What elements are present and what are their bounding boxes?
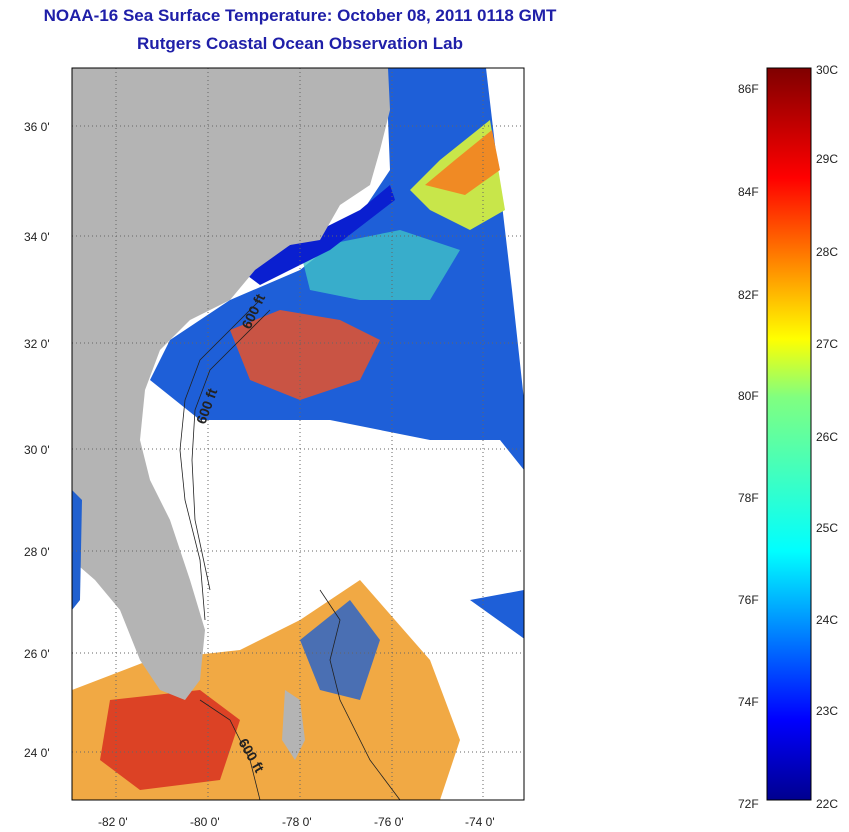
warm-patch-mid: [230, 310, 380, 400]
colorbar-f-label: 74F: [738, 695, 759, 709]
colorbar-c-label: 28C: [816, 245, 838, 259]
lon-tick-label: -80 0': [190, 815, 220, 829]
lat-tick-label: 34 0': [24, 230, 50, 244]
colorbar-f-label: 80F: [738, 389, 759, 403]
colorbar-c-label: 30C: [816, 63, 838, 77]
land-bahamas: [282, 690, 305, 760]
colorbar-f-label: 72F: [738, 797, 759, 811]
colorbar-f-label: 84F: [738, 185, 759, 199]
south-red: [100, 690, 240, 790]
colorbar-c-label: 29C: [816, 152, 838, 166]
colorbar-f-label: 86F: [738, 82, 759, 96]
lat-tick-label: 26 0': [24, 647, 50, 661]
lon-tick-label: -74 0': [465, 815, 495, 829]
chart-title: NOAA-16 Sea Surface Temperature: October…: [43, 6, 557, 25]
map-plot-area: [72, 68, 524, 800]
colorbar-c-label: 26C: [816, 430, 838, 444]
colorbar-c-label: 24C: [816, 613, 838, 627]
colorbar-f-label: 82F: [738, 288, 759, 302]
colorbar-f-label: 76F: [738, 593, 759, 607]
south-blue: [300, 600, 380, 700]
lat-tick-label: 32 0': [24, 337, 50, 351]
colorbar-f-label: 78F: [738, 491, 759, 505]
graticule: [72, 68, 524, 800]
colorbar-c-label: 23C: [816, 704, 838, 718]
green-patch: [300, 230, 460, 300]
lat-tick-label: 24 0': [24, 746, 50, 760]
lon-tick-label: -78 0': [282, 815, 312, 829]
gulf-stream-core: [425, 130, 500, 195]
map-frame: [71, 67, 525, 801]
lon-tick-label: -76 0': [374, 815, 404, 829]
lat-tick-label: 30 0': [24, 443, 50, 457]
lon-tick-label: -82 0': [98, 815, 128, 829]
colorbar-c-label: 25C: [816, 521, 838, 535]
lat-tick-label: 28 0': [24, 545, 50, 559]
gulf-edge: [72, 490, 82, 610]
chart-subtitle: Rutgers Coastal Ocean Observation Lab: [137, 34, 463, 53]
temperature-colorbar: [766, 67, 812, 801]
land-us-coast: [72, 68, 390, 700]
lat-tick-label: 36 0': [24, 120, 50, 134]
isobaths: [179, 299, 401, 800]
colorbar-c-label: 27C: [816, 337, 838, 351]
cloud-mask: [200, 420, 524, 600]
colorbar-c-label: 22C: [816, 797, 838, 811]
